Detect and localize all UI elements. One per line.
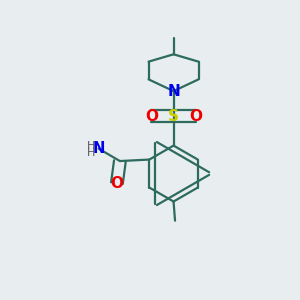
- Text: H: H: [87, 141, 95, 151]
- Text: O: O: [145, 109, 158, 124]
- Text: H: H: [87, 148, 95, 158]
- Text: S: S: [168, 109, 179, 124]
- Text: N: N: [167, 84, 180, 99]
- Text: O: O: [110, 176, 123, 190]
- Text: O: O: [189, 109, 202, 124]
- Text: N: N: [92, 141, 105, 156]
